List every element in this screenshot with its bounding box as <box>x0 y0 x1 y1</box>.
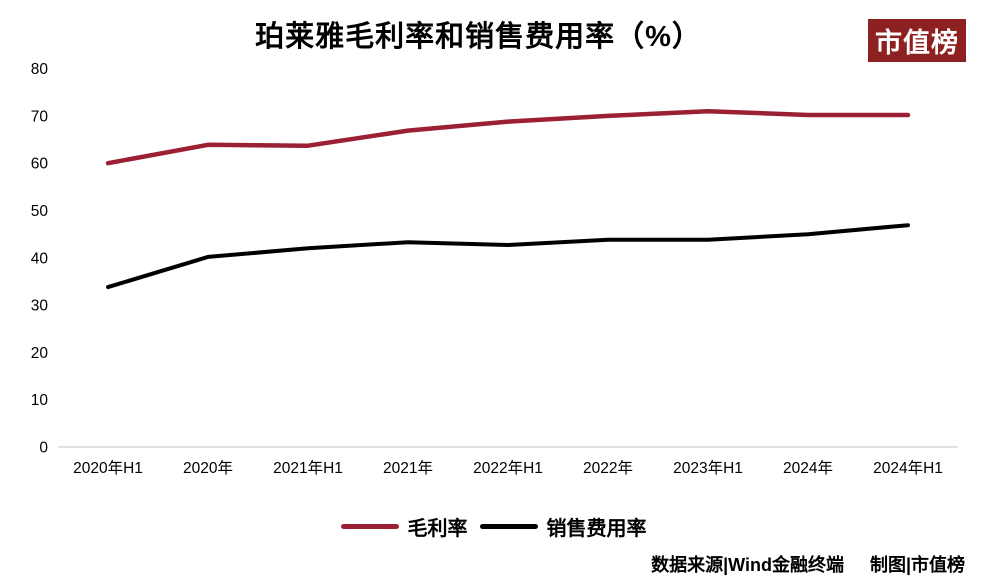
chart-legend: 毛利率 销售费用率 <box>0 512 987 541</box>
sales-expense-ratio-line-swatch <box>479 524 538 529</box>
x-tick-label: 2024年 <box>783 459 833 477</box>
x-tick-label: 2024年H1 <box>873 459 943 477</box>
x-tick-label: 2020年H1 <box>73 459 143 477</box>
legend-item-sales-expense-ratio: 销售费用率 <box>479 512 647 541</box>
series-line-0 <box>105 108 911 166</box>
legend-label: 销售费用率 <box>546 518 647 540</box>
y-tick-label: 60 <box>31 156 49 173</box>
y-tick-label: 0 <box>39 440 48 457</box>
y-tick-label: 30 <box>31 298 49 315</box>
legend-item-gross-margin: 毛利率 <box>340 512 468 541</box>
x-tick-label: 2022年H1 <box>473 459 543 477</box>
y-tick-label: 40 <box>31 250 49 267</box>
y-tick-label: 10 <box>31 392 49 409</box>
x-tick-label: 2023年H1 <box>673 459 743 477</box>
legend-label: 毛利率 <box>407 518 468 540</box>
y-tick-label: 70 <box>31 108 49 125</box>
gross-margin-line-swatch <box>340 524 399 529</box>
data-source-text: 数据来源|Wind金融终端 <box>651 555 844 575</box>
chart-plot-area: 0 10 20 30 40 50 60 70 80 2020年H1 2020年 2021年H1 2021… <box>31 61 958 477</box>
series-line-1 <box>106 223 910 290</box>
footer-credits: 数据来源|Wind金融终端 制图|市值榜 <box>651 551 965 577</box>
x-tick-label: 2021年H1 <box>273 459 343 477</box>
chart-credit-text: 制图|市值榜 <box>869 555 965 575</box>
brand-logo: 市值榜 <box>868 19 966 62</box>
x-tick-label: 2021年 <box>383 459 433 477</box>
x-tick-label: 2022年 <box>583 459 633 477</box>
y-tick-label: 50 <box>31 203 49 220</box>
chart-title: 珀莱雅毛利率和销售费用率（%） <box>255 21 702 53</box>
y-tick-label: 20 <box>31 345 49 362</box>
x-tick-label: 2020年 <box>183 459 233 477</box>
y-tick-label: 80 <box>31 61 49 78</box>
